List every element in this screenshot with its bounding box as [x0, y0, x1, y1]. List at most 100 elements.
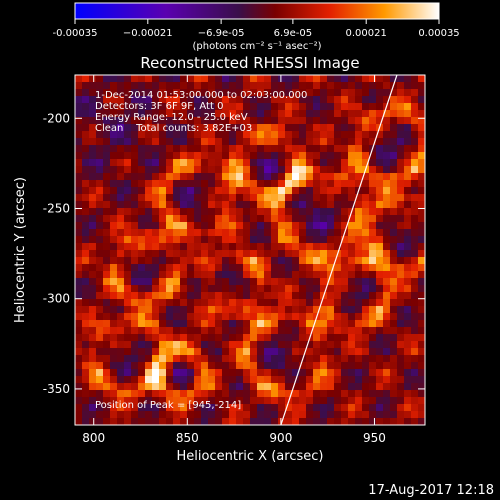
heatmap-cell — [355, 152, 363, 160]
heatmap-cell — [313, 145, 321, 153]
heatmap-cell — [96, 208, 104, 216]
heatmap-cell — [369, 285, 377, 293]
heatmap-cell — [173, 397, 181, 405]
heatmap-cell — [348, 341, 356, 349]
heatmap-cell — [229, 159, 237, 167]
heatmap-cell — [138, 166, 146, 174]
heatmap-cell — [75, 306, 83, 314]
y-axis-ticks: -200-250-300-350 — [43, 111, 425, 396]
heatmap-cell — [271, 397, 279, 405]
heatmap-cell — [138, 397, 146, 405]
heatmap-cell — [75, 320, 83, 328]
heatmap-cell — [334, 103, 342, 111]
heatmap-cell — [222, 397, 230, 405]
heatmap-cell — [348, 152, 356, 160]
heatmap-cell — [404, 320, 412, 328]
heatmap-cell — [257, 194, 265, 202]
heatmap-cell — [208, 96, 216, 104]
heatmap-cell — [194, 152, 202, 160]
heatmap-cell — [411, 250, 419, 258]
heatmap-cell — [418, 82, 425, 90]
heatmap-cell — [236, 292, 244, 300]
heatmap-cell — [89, 404, 97, 412]
heatmap-cell — [397, 271, 405, 279]
heatmap-cell — [334, 313, 342, 321]
heatmap-cell — [369, 166, 377, 174]
heatmap-cell — [306, 208, 314, 216]
heatmap-cell — [320, 327, 328, 335]
heatmap-cell — [334, 292, 342, 300]
heatmap-cell — [306, 194, 314, 202]
heatmap-cell — [257, 411, 265, 419]
heatmap-cell — [264, 411, 272, 419]
heatmap-cell — [285, 299, 293, 307]
heatmap-cell — [362, 327, 370, 335]
heatmap-cell — [194, 145, 202, 153]
heatmap-cell — [411, 341, 419, 349]
heatmap-cell — [292, 82, 300, 90]
heatmap-cell — [334, 320, 342, 328]
heatmap-cell — [418, 96, 425, 104]
heatmap-cell — [292, 117, 300, 125]
heatmap-cell — [390, 264, 398, 272]
heatmap-cell — [229, 292, 237, 300]
heatmap-cell — [243, 229, 251, 237]
heatmap-cell — [292, 397, 300, 405]
heatmap-cell — [222, 89, 230, 97]
heatmap-cell — [369, 110, 377, 118]
heatmap-cell — [180, 187, 188, 195]
heatmap-cell — [418, 194, 425, 202]
heatmap-cell — [355, 82, 363, 90]
heatmap-cell — [194, 229, 202, 237]
heatmap-cell — [96, 152, 104, 160]
heatmap-cell — [243, 278, 251, 286]
heatmap-cell — [411, 138, 419, 146]
heatmap-cell — [404, 369, 412, 377]
heatmap-cell — [110, 173, 118, 181]
heatmap-cell — [159, 131, 167, 139]
heatmap-cell — [103, 166, 111, 174]
heatmap-cell — [138, 411, 146, 419]
heatmap-cell — [201, 215, 209, 223]
heatmap-cell — [152, 264, 160, 272]
heatmap-cell — [397, 145, 405, 153]
heatmap-cell — [243, 194, 251, 202]
heatmap-cell — [194, 180, 202, 188]
heatmap-cell — [131, 278, 139, 286]
heatmap-cell — [124, 390, 132, 398]
heatmap-cell — [292, 166, 300, 174]
heatmap-cell — [376, 411, 384, 419]
heatmap-cell — [138, 271, 146, 279]
heatmap-cell — [222, 411, 230, 419]
heatmap-cell — [173, 341, 181, 349]
heatmap-cell — [257, 285, 265, 293]
heatmap-cell — [390, 278, 398, 286]
heatmap-image — [75, 75, 425, 425]
heatmap-cell — [152, 411, 160, 419]
heatmap-cell — [250, 278, 258, 286]
heatmap-cell — [376, 173, 384, 181]
heatmap-cell — [397, 208, 405, 216]
heatmap-cell — [327, 166, 335, 174]
heatmap-cell — [82, 229, 90, 237]
heatmap-cell — [299, 369, 307, 377]
heatmap-cell — [117, 299, 125, 307]
heatmap-cell — [229, 208, 237, 216]
heatmap-cell — [75, 236, 83, 244]
heatmap-cell — [355, 383, 363, 391]
heatmap-cell — [215, 390, 223, 398]
heatmap-cell — [376, 110, 384, 118]
heatmap-cell — [96, 369, 104, 377]
heatmap-cell — [187, 159, 195, 167]
heatmap-cell — [208, 222, 216, 230]
heatmap-cell — [236, 89, 244, 97]
heatmap-cell — [131, 313, 139, 321]
heatmap-cell — [390, 313, 398, 321]
heatmap-cell — [89, 397, 97, 405]
heatmap-cell — [243, 166, 251, 174]
heatmap-cell — [236, 82, 244, 90]
heatmap-cell — [299, 208, 307, 216]
heatmap-cell — [306, 376, 314, 384]
heatmap-cell — [313, 103, 321, 111]
heatmap-cell — [117, 194, 125, 202]
